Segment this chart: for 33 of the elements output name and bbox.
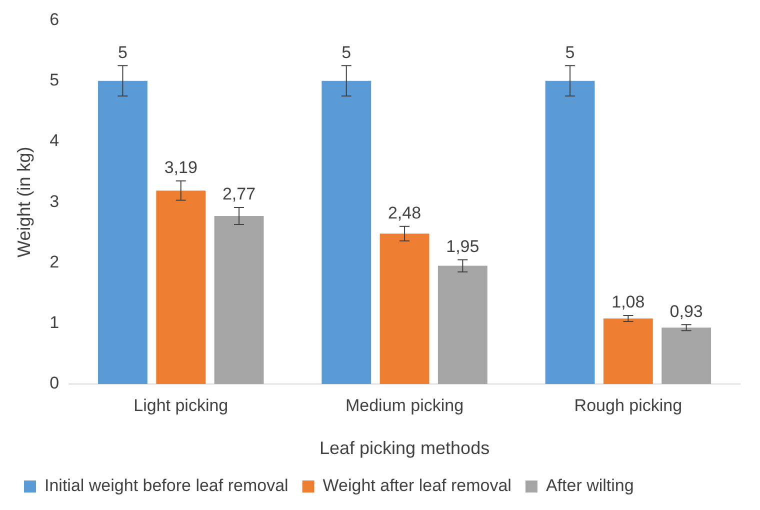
bar xyxy=(380,234,430,384)
y-tick-label: 6 xyxy=(50,10,60,29)
y-axis-title: Weight (in kg) xyxy=(14,146,34,258)
data-label: 0,93 xyxy=(670,302,703,321)
y-tick-label: 4 xyxy=(50,131,60,150)
legend-label: Weight after leaf removal xyxy=(322,476,512,496)
x-axis-title: Leaf picking methods xyxy=(319,438,490,458)
y-tick-label: 5 xyxy=(50,70,60,90)
x-tick-label: Light picking xyxy=(134,396,228,415)
data-label: 3,19 xyxy=(164,158,198,178)
data-label: 1,95 xyxy=(446,236,480,256)
y-tick-label: 2 xyxy=(50,252,60,272)
y-tick-label: 3 xyxy=(50,192,60,211)
data-label: 2,48 xyxy=(388,204,422,223)
y-tick-label: 0 xyxy=(50,374,60,393)
data-label: 5 xyxy=(118,42,128,62)
bar xyxy=(545,80,595,384)
data-label: 1,08 xyxy=(612,292,645,312)
bar xyxy=(98,80,148,384)
bar xyxy=(603,318,653,384)
data-label: 5 xyxy=(342,42,352,62)
data-label: 5 xyxy=(565,42,575,62)
legend-label: Initial weight before leaf removal xyxy=(44,476,288,496)
bar xyxy=(662,328,712,384)
bar xyxy=(438,266,488,384)
x-tick-label: Medium picking xyxy=(345,396,464,415)
bar xyxy=(156,190,206,384)
y-tick-label: 1 xyxy=(50,313,60,332)
legend-label: After wilting xyxy=(546,476,634,496)
data-label: 2,77 xyxy=(222,184,256,204)
bar xyxy=(214,216,264,384)
bar xyxy=(322,80,372,384)
x-tick-label: Rough picking xyxy=(574,396,682,415)
